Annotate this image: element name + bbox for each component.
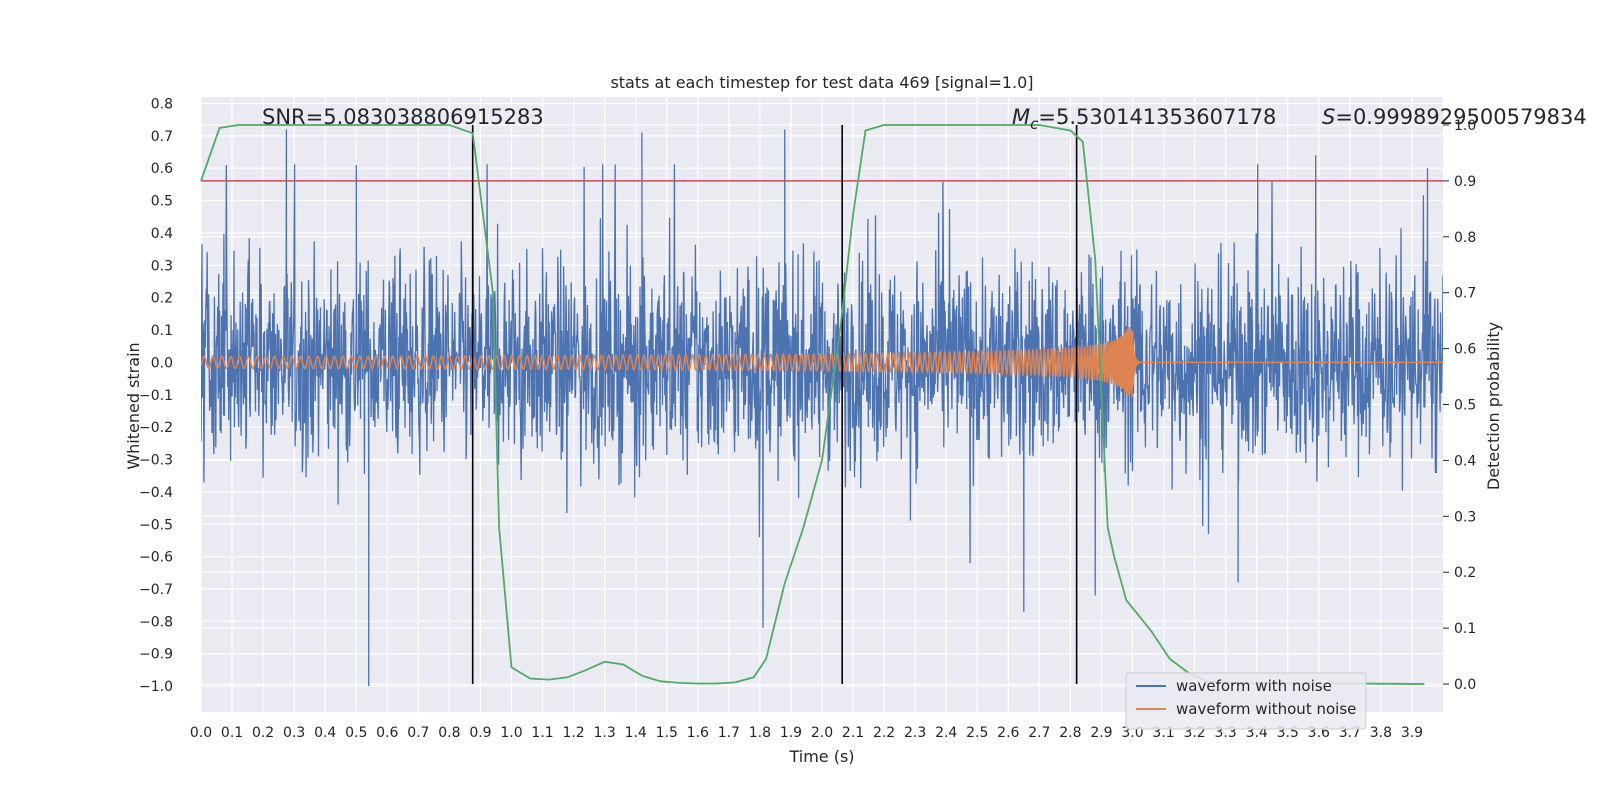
y2-tick-label: 0.6	[1454, 342, 1476, 358]
x-tick-label: 2.3	[904, 725, 926, 741]
x-tick-label: 0.9	[469, 725, 491, 741]
y2-tick-label: 0.7	[1454, 286, 1476, 302]
x-tick-label: 2.4	[935, 725, 957, 741]
x-tick-label: 2.1	[842, 725, 864, 741]
x-tick-label: 1.0	[500, 725, 522, 741]
y2-tick-label: 0.0	[1454, 677, 1476, 693]
x-tick-label: 2.5	[966, 725, 988, 741]
x-tick-label: 2.0	[811, 725, 833, 741]
y-tick-labels: 0.8 0.7 0.6 0.5 0.4 0.3 0.2 0.1 0.0 −0.1 −0.2 −0.3 −…	[139, 96, 173, 695]
x-tick-label: 1.6	[687, 725, 709, 741]
x-tick-label: 2.7	[1028, 725, 1050, 741]
y-tick-label: −0.6	[139, 550, 173, 566]
x-tick-label: 0.2	[252, 725, 274, 741]
y2-tick-label: 1.0	[1454, 118, 1476, 134]
y-tick-label: −0.3	[139, 453, 173, 469]
vertical-markers	[471, 124, 1078, 685]
x-tick-label: 2.2	[873, 725, 895, 741]
x-tick-label: 2.8	[1059, 725, 1081, 741]
y2-tick-label: 0.3	[1454, 509, 1476, 525]
x-tick-label: 0.6	[376, 725, 398, 741]
x-tick-label: 0.1	[221, 725, 243, 741]
x-tick-label: 0.5	[345, 725, 367, 741]
series-waveform-without-noise	[201, 326, 1443, 398]
y2-tick-label: 0.1	[1454, 621, 1476, 637]
x-tick-label: 3.8	[1370, 725, 1392, 741]
x-tick-label: 1.5	[656, 725, 678, 741]
y-tick-label: −0.9	[139, 647, 173, 663]
y-tick-label: 0.7	[151, 129, 173, 145]
y-tick-label: −0.2	[139, 420, 173, 436]
x-tick-label: 1.1	[531, 725, 553, 741]
series-waveform-with-noise	[201, 129, 1443, 687]
y2-tick-label: 0.4	[1454, 453, 1476, 469]
y-tick-label: −0.7	[139, 582, 173, 598]
y-tick-label: −1.0	[139, 679, 173, 695]
x-tick-label: 1.2	[562, 725, 584, 741]
y2-tick-labels: 1.0 0.9 0.8 0.7 0.6 0.5 0.4 0.3 0.2 0.1 0.0	[1443, 118, 1476, 693]
y-tick-label: 0.8	[151, 96, 173, 112]
snr-annotation: SNR=5.083038806915283	[262, 105, 544, 129]
legend-label-noise: waveform with noise	[1176, 677, 1332, 695]
x-tick-label: 3.9	[1401, 725, 1423, 741]
x-tick-label: 1.7	[718, 725, 740, 741]
y-tick-label: −0.8	[139, 614, 173, 630]
x-tick-label: 2.6	[997, 725, 1019, 741]
x-tick-label: 1.4	[625, 725, 647, 741]
x-tick-label: 0.3	[283, 725, 305, 741]
y-axis-label: Whitened strain	[124, 342, 143, 469]
legend-label-clean: waveform without noise	[1176, 700, 1356, 718]
series-detection-probability	[200, 124, 1425, 685]
y-tick-label: 0.5	[151, 194, 173, 210]
chart-title: stats at each timestep for test data 469…	[610, 73, 1033, 92]
y-tick-label: −0.1	[139, 388, 173, 404]
y-tick-label: 0.1	[151, 323, 173, 339]
y-tick-label: 0.0	[151, 355, 173, 371]
x-tick-label: 1.3	[594, 725, 616, 741]
x-tick-label: 0.0	[190, 725, 212, 741]
x-tick-label: 2.9	[1090, 725, 1112, 741]
x-tick-label: 1.9	[780, 725, 802, 741]
x-tick-label: 0.4	[314, 725, 336, 741]
y-tick-label: 0.2	[151, 291, 173, 307]
chirp-mass-annotation: Mc=5.530141353607178	[1012, 105, 1276, 133]
x-tick-label: 0.7	[407, 725, 429, 741]
y-tick-label: −0.4	[139, 485, 173, 501]
y2-tick-label: 0.2	[1454, 565, 1476, 581]
y-tick-label: 0.4	[151, 226, 173, 242]
y2-tick-label: 0.5	[1454, 398, 1476, 414]
score-annotation: S=0.9998929500579834	[1322, 105, 1587, 129]
legend: waveform with noise waveform without noi…	[1125, 672, 1367, 730]
y2-axis-label: Detection probability	[1484, 322, 1503, 490]
y-tick-label: 0.3	[151, 258, 173, 274]
y-tick-label: −0.5	[139, 517, 173, 533]
grid	[200, 97, 1443, 712]
x-tick-label: 0.8	[438, 725, 460, 741]
y2-tick-label: 0.9	[1454, 174, 1476, 190]
y-tick-label: 0.6	[151, 161, 173, 177]
x-axis-label: Time (s)	[788, 747, 854, 766]
y2-tick-label: 0.8	[1454, 230, 1476, 246]
x-tick-label: 1.8	[749, 725, 771, 741]
